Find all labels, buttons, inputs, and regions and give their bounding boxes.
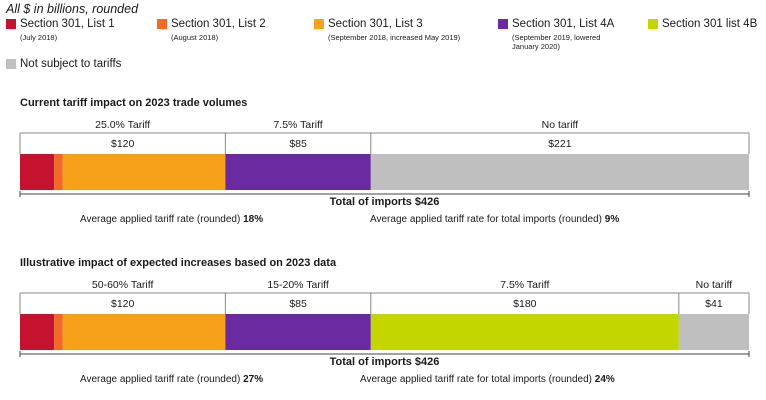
legend-swatch-list2	[157, 19, 167, 29]
legend-sublabel: (July 2018)	[20, 33, 58, 42]
total-imports-label: Total of imports $426	[330, 356, 440, 368]
avg-total-rate-value: 24%	[595, 374, 615, 385]
legend-sublabel: (September 2019, lowered January 2020)	[512, 33, 601, 51]
illustrative-tariff-bar-chart: 50-60% Tariff $120 15-20% Tariff $85 7.5% Ta…	[19, 279, 750, 385]
group-amount-label: $85	[289, 298, 307, 310]
bar-segment-list4a	[225, 154, 371, 190]
legend-label: Not subject to tariffs	[20, 58, 122, 70]
current-tariff-bar-chart: 25.0% Tariff $120 7.5% Tariff $85 No tariff $…	[19, 119, 750, 225]
group-tariff-label: 50-60% Tariff	[92, 279, 154, 291]
legend-swatch-list4a	[498, 19, 508, 29]
legend-sublabel: (September 2018, increased May 2019)	[328, 33, 461, 42]
bar-segment-list4b	[370, 314, 679, 350]
legend-label: Section 301, List 3	[328, 18, 423, 30]
bar-segment-list1	[20, 314, 55, 350]
avg-total-rate-label: Average applied tariff rate for total im…	[370, 214, 619, 225]
group-amount-label: $221	[548, 138, 572, 150]
legend-label: Section 301 list 4B	[662, 18, 758, 30]
chart-title-current: Current tariff impact on 2023 trade volu…	[20, 97, 248, 109]
avg-tariff-rate-label: Average applied tariff rate (rounded) 18…	[80, 214, 263, 225]
legend-swatch-none	[6, 59, 16, 69]
bar-segment-list3	[62, 154, 226, 190]
avg-tariff-rate-value: 27%	[243, 374, 263, 385]
legend-swatch-list3	[314, 19, 324, 29]
bar-segment-none	[370, 154, 749, 190]
bar-segment-none	[678, 314, 749, 350]
group-amount-label: $85	[289, 138, 307, 150]
avg-total-rate-value: 9%	[605, 214, 620, 225]
group-tariff-label: 7.5% Tariff	[273, 119, 322, 131]
avg-tariff-rate-value: 18%	[243, 214, 263, 225]
bar-segment-list4a	[225, 314, 371, 350]
legend-swatch-list1	[6, 19, 16, 29]
bar-segment-list2	[54, 154, 63, 190]
chart-title-illustrative: Illustrative impact of expected increase…	[20, 257, 337, 269]
legend-label: Section 301, List 2	[171, 18, 266, 30]
bar-segment-list1	[20, 154, 55, 190]
group-tariff-label: 15-20% Tariff	[267, 279, 329, 291]
group-tariff-label: 7.5% Tariff	[500, 279, 549, 291]
avg-total-rate-label: Average applied tariff rate for total im…	[360, 374, 615, 385]
total-imports-label: Total of imports $426	[330, 196, 440, 208]
group-tariff-label: No tariff	[542, 119, 579, 131]
bar-segment-list3	[62, 314, 226, 350]
legend-swatch-list4b	[648, 19, 658, 29]
avg-tariff-rate-label: Average applied tariff rate (rounded) 27…	[80, 374, 263, 385]
group-amount-label: $120	[111, 138, 135, 150]
group-amount-label: $41	[705, 298, 723, 310]
group-amount-label: $120	[111, 298, 135, 310]
group-tariff-label: No tariff	[696, 279, 733, 291]
group-amount-label: $180	[513, 298, 537, 310]
legend-sublabel: (August 2018)	[171, 33, 219, 42]
legend-label: Section 301, List 1	[20, 18, 115, 30]
legend-label: Section 301, List 4A	[512, 18, 615, 30]
bar-segment-list2	[54, 314, 63, 350]
group-tariff-label: 25.0% Tariff	[95, 119, 150, 131]
units-note: All $ in billions, rounded	[6, 2, 139, 16]
